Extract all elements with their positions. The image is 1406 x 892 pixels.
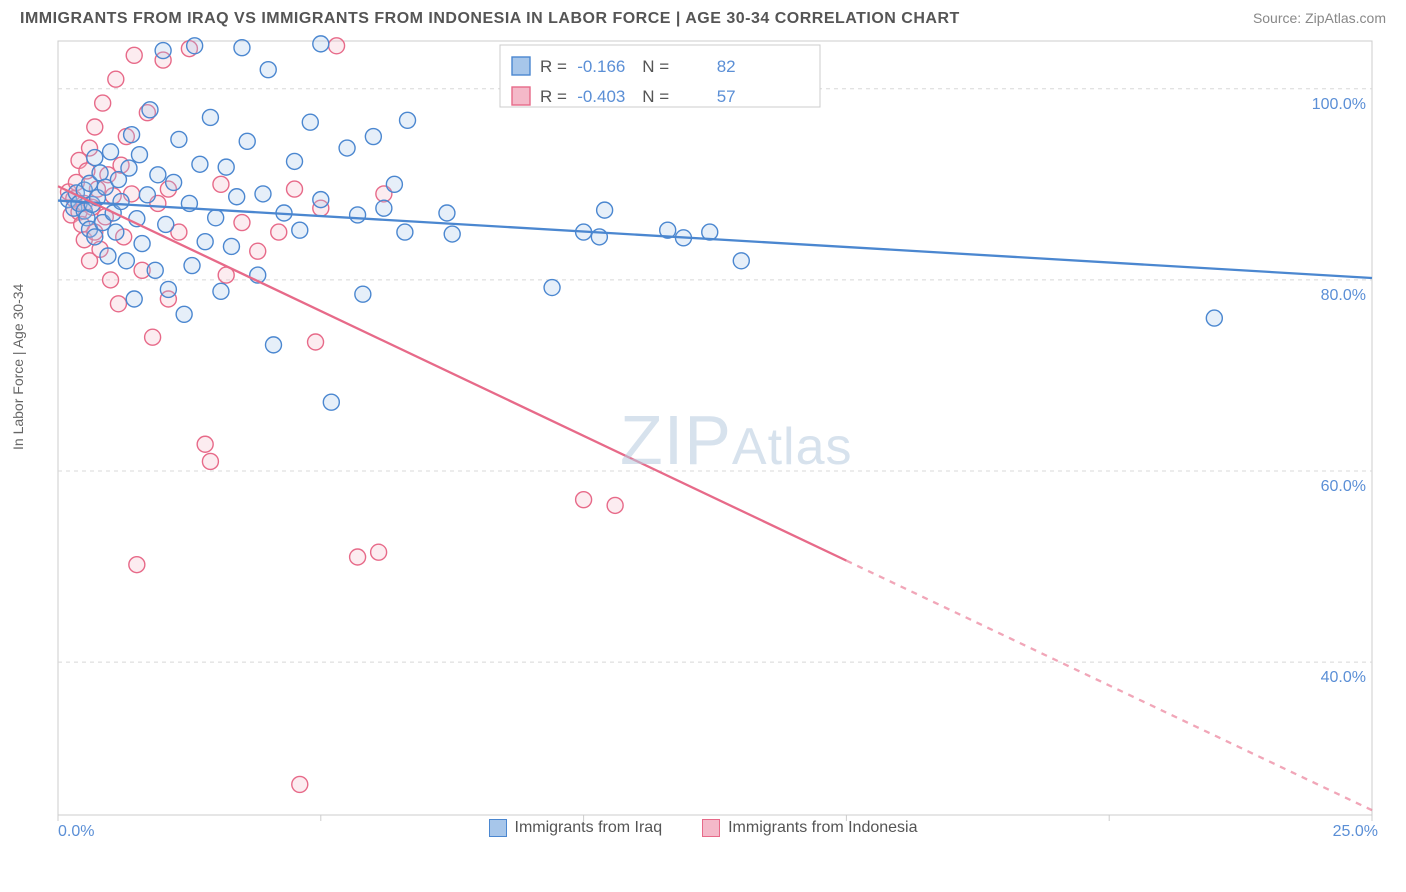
svg-text:R =: R = [540, 87, 567, 106]
svg-text:82: 82 [717, 57, 736, 76]
svg-text:40.0%: 40.0% [1321, 669, 1366, 686]
svg-text:57: 57 [717, 87, 736, 106]
svg-text:60.0%: 60.0% [1321, 478, 1366, 495]
x-axis-max-label: 25.0% [1333, 823, 1378, 841]
correlation-scatter-chart: 40.0% 60.0% 80.0% 100.0% R = -0.166 N = 82 R … [50, 33, 1380, 823]
source-attribution: Source: ZipAtlas.com [1253, 10, 1386, 26]
source-link[interactable]: ZipAtlas.com [1305, 10, 1386, 26]
svg-text:R =: R = [540, 57, 567, 76]
svg-text:-0.166: -0.166 [577, 57, 625, 76]
svg-text:N =: N = [642, 57, 669, 76]
svg-text:N =: N = [642, 87, 669, 106]
x-axis-min-label: 0.0% [58, 823, 94, 841]
y-axis-label: In Labor Force | Age 30-34 [10, 284, 26, 450]
page-title: IMMIGRANTS FROM IRAQ VS IMMIGRANTS FROM … [20, 10, 960, 28]
svg-text:100.0%: 100.0% [1312, 96, 1366, 113]
svg-text:80.0%: 80.0% [1321, 287, 1366, 304]
chart-container: 40.0% 60.0% 80.0% 100.0% R = -0.166 N = 82 R … [50, 33, 1396, 823]
svg-text:-0.403: -0.403 [577, 87, 625, 106]
